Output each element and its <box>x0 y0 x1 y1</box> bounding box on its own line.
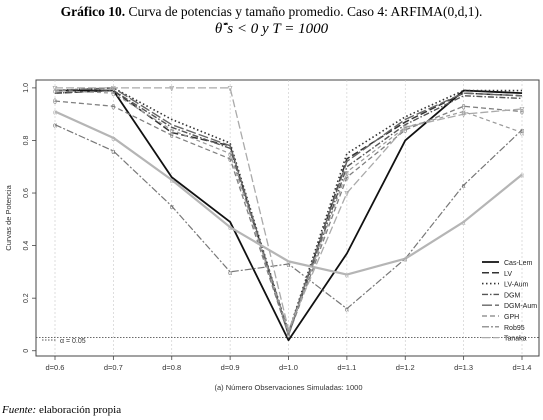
series-point-marker: α <box>170 128 174 135</box>
series-point-marker: α <box>345 307 349 314</box>
chart-title-text: Curva de potencias y tamaño promedio. Ca… <box>128 4 483 19</box>
x-tick-label: d=1.1 <box>337 363 356 372</box>
series-point-marker: ∇ <box>227 86 233 93</box>
series-point-marker: α <box>403 125 407 132</box>
series-point-marker: α <box>111 136 115 143</box>
x-tick-label: d=1.4 <box>513 363 532 372</box>
series-point-marker: α <box>462 110 466 117</box>
series-point-marker: α <box>111 91 115 98</box>
series-point-marker: α <box>520 173 524 180</box>
legend-label: GPH <box>504 314 519 321</box>
series-point-marker: α <box>345 170 349 177</box>
series-point-marker: ∇ <box>460 112 466 119</box>
source-note: Fuente: elaboración propia <box>2 404 121 416</box>
series-point-marker: α <box>228 270 232 277</box>
series-point-marker: θ <box>170 133 174 140</box>
x-tick-label: d=1.0 <box>279 363 298 372</box>
series-line-tanaka <box>55 87 523 331</box>
series-point-marker: α <box>462 220 466 227</box>
series-point-marker: θ <box>462 104 466 111</box>
chart-title: Gráfico 10. Curva de potencias y tamaño … <box>0 4 543 20</box>
series-line-gph <box>54 100 523 336</box>
chart-title-number: Gráfico 10. <box>60 4 126 19</box>
series-point-marker: α <box>462 183 466 190</box>
x-axis-label: (a) Número Observaciones Simuladas: 1000 <box>215 383 363 392</box>
series-point-marker: α <box>403 257 407 264</box>
legend-label: DGM-Aum <box>504 303 537 310</box>
x-tick-label: d=0.8 <box>162 363 181 372</box>
series-point-marker: ∇ <box>168 86 174 93</box>
series-point-marker: ∇ <box>519 107 525 114</box>
plot-frame <box>35 79 540 357</box>
series-point-marker: α <box>286 259 290 266</box>
y-tick-label: 0.2 <box>23 293 30 303</box>
legend-label: Tanaka <box>504 336 527 343</box>
legend-label: DGM <box>504 292 521 299</box>
series-point-marker: α <box>170 178 174 185</box>
chart-subtitle: θ̂ˇs < 0 y T = 1000 <box>214 21 329 37</box>
series-point-marker: α <box>228 152 232 159</box>
series-point-marker: α <box>286 330 290 337</box>
x-tick-label: d=1.2 <box>396 363 415 372</box>
y-tick-label: 0 <box>23 349 30 353</box>
series-point-marker: θ <box>53 99 57 106</box>
y-tick-label: 0.4 <box>23 241 30 251</box>
alpha-legend-label: α = 0.05 <box>60 338 86 345</box>
legend-label: LV <box>504 271 512 278</box>
series-point-marker: α <box>228 225 232 232</box>
series-point-marker: α <box>53 110 57 117</box>
series-line-lv <box>54 89 523 336</box>
series-line-unlabeled <box>54 89 523 333</box>
series-point-marker: ∇ <box>52 86 58 93</box>
x-tick-label: d=0.6 <box>46 363 65 372</box>
series-point-marker: θ <box>287 333 291 340</box>
series-point-marker: ∇ <box>285 328 291 335</box>
series-line-rob95 <box>54 124 523 310</box>
series-point-marker: ∇ <box>402 125 408 132</box>
series-point-marker: θ <box>228 157 232 164</box>
y-tick-label: 0.8 <box>23 135 30 145</box>
series-line-cas-lem <box>55 89 523 342</box>
series-point-marker: ∇ <box>344 191 350 198</box>
y-tick-label: 1.0 <box>23 83 30 93</box>
series-line-lv-aum <box>54 87 522 334</box>
legend-label: LV-Aum <box>504 282 529 289</box>
y-tick-label: 0.6 <box>23 188 30 198</box>
source-text: elaboración propia <box>38 404 122 416</box>
series-point-marker: α <box>111 149 115 156</box>
x-tick-label: d=0.9 <box>221 363 240 372</box>
series-point-marker: θ <box>345 175 349 182</box>
legend-label: Cas-Lem <box>504 260 533 267</box>
series-point-marker: α <box>286 262 290 269</box>
series-point-marker: θ <box>111 104 115 111</box>
x-tick-label: d=1.3 <box>454 363 473 372</box>
series-point-marker: α <box>53 123 57 130</box>
x-tick-label: d=0.7 <box>104 363 123 372</box>
series-point-marker: α <box>53 89 57 96</box>
series-point-marker: α <box>520 131 524 138</box>
series-point-marker: α <box>520 128 524 135</box>
series-line-unlabeled <box>54 110 523 276</box>
series-point-marker: ∇ <box>110 86 116 93</box>
y-axis-label: Curvas de Potencia <box>4 184 13 250</box>
series-point-marker: α <box>170 204 174 211</box>
series-point-marker: α <box>345 273 349 280</box>
series-point-marker: θ <box>403 128 407 135</box>
source-label: Fuente: <box>2 404 37 416</box>
series-point-marker: α <box>403 257 407 264</box>
series-point-marker: θ <box>520 110 524 117</box>
legend-label: Rob95 <box>504 325 525 332</box>
